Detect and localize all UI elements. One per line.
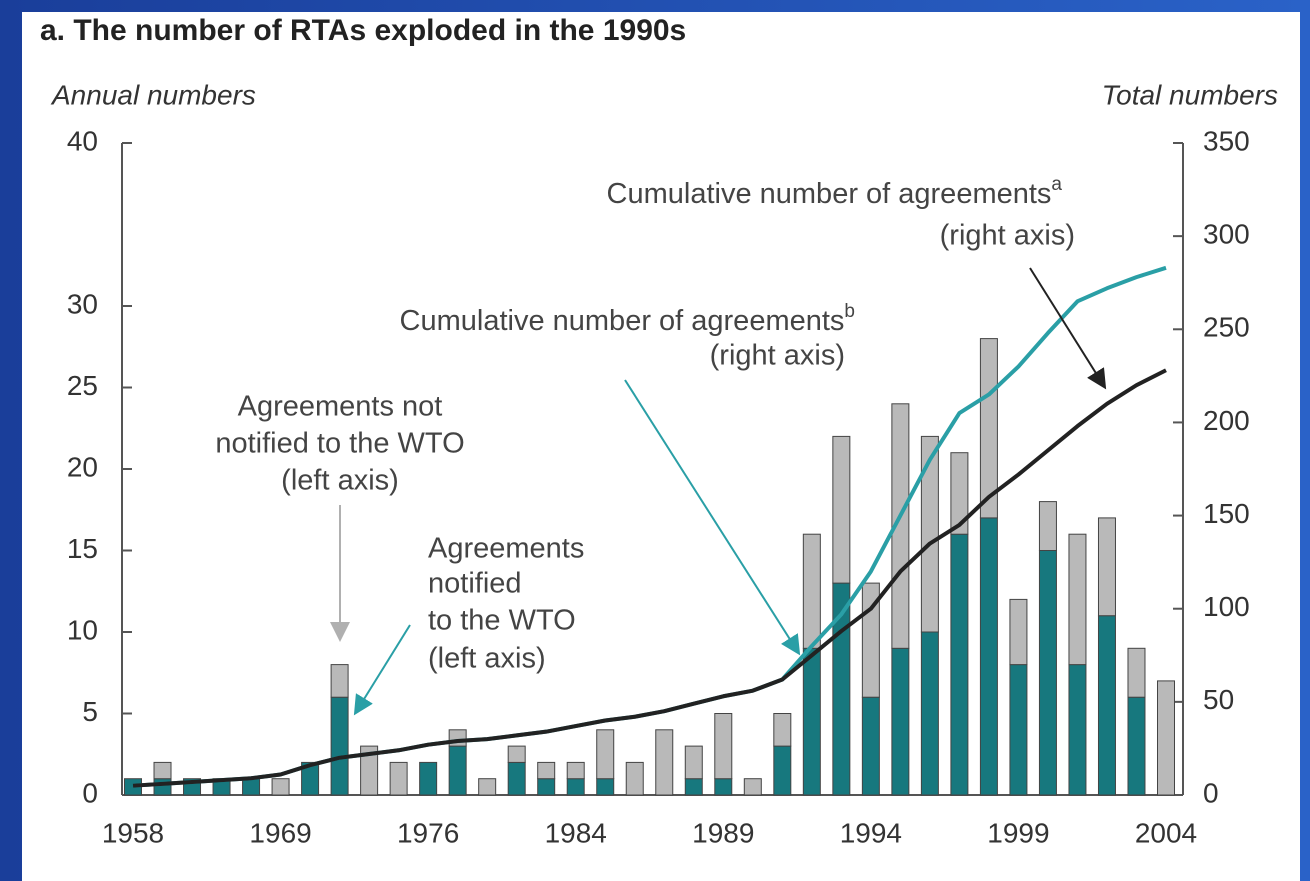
- bar-segment: [1127, 647, 1146, 698]
- bar-segment: [920, 631, 939, 796]
- annotation: (right axis): [940, 220, 1075, 252]
- bar-segment: [389, 761, 408, 796]
- bar-segment: [802, 533, 821, 649]
- bar-segment: [566, 778, 585, 796]
- bar-segment: [1009, 598, 1028, 666]
- arrow: [624, 379, 801, 656]
- annotation: notified: [428, 568, 522, 600]
- bar-segment: [360, 745, 379, 796]
- bar-segment: [1157, 680, 1175, 796]
- annotation: notified to the WTO: [215, 428, 464, 460]
- annotation-arrows: [330, 267, 1107, 716]
- bar-segment: [1127, 696, 1146, 796]
- bar-segment: [478, 778, 497, 796]
- y-tick-label: 25: [67, 370, 98, 401]
- bar-segment: [802, 647, 821, 796]
- bar-segment: [773, 713, 792, 747]
- x-tick-label: 1976: [397, 817, 459, 848]
- y2-tick-label: 0: [1203, 777, 1219, 808]
- bar-segment: [596, 778, 615, 796]
- x-tick-label: 2004: [1135, 817, 1197, 848]
- bar-segment: [566, 761, 585, 780]
- y-tick-label: 5: [82, 696, 98, 727]
- y-tick-label: 0: [82, 777, 98, 808]
- bar-segment: [537, 761, 556, 780]
- y2-tick-label: 100: [1203, 591, 1250, 622]
- bar-segment: [1068, 533, 1087, 666]
- bar-segment: [507, 761, 526, 796]
- bar-segment: [684, 745, 703, 780]
- bar-segment: [920, 435, 939, 633]
- bar-segment: [1038, 550, 1057, 796]
- bar-segment: [832, 435, 851, 584]
- bar-segment: [537, 778, 556, 796]
- bar-segment: [1097, 615, 1116, 796]
- y2-tick-label: 50: [1203, 684, 1234, 715]
- y-axis-label: Annual numbers: [50, 79, 256, 110]
- annotation: Cumulative number of agreementsb: [400, 301, 855, 337]
- x-tick-label: 1984: [545, 817, 607, 848]
- y2-tick-label: 200: [1203, 405, 1250, 436]
- bar-segment: [1097, 517, 1116, 617]
- bar-segment: [773, 745, 792, 796]
- bar-segment: [891, 403, 910, 649]
- bar-segment: [1038, 501, 1057, 552]
- bar-segment: [714, 778, 733, 796]
- bar-segment: [330, 696, 349, 796]
- bar-segment: [153, 778, 172, 796]
- x-tick-label: 1958: [102, 817, 164, 848]
- y-tick-label: 40: [67, 125, 98, 156]
- bar-segment: [301, 761, 320, 796]
- bar-segment: [743, 778, 762, 796]
- annotation: to the WTO: [428, 605, 576, 637]
- annotation: (left axis): [281, 465, 399, 497]
- plot: 0 5 10 15 20 25 30 40 0 50 100 150 200 250 300 350 1958 1…: [67, 125, 1250, 848]
- y-tick-label: 10: [67, 614, 98, 645]
- annotation: Agreements not: [238, 391, 443, 423]
- bar-segment: [596, 729, 615, 780]
- bar-segment: [153, 761, 172, 780]
- x-tick-label: 1989: [692, 817, 754, 848]
- bar-segment: [891, 647, 910, 796]
- annotation: (right axis): [710, 340, 845, 372]
- arrow: [1029, 267, 1107, 390]
- x-tick-label: 1999: [987, 817, 1049, 848]
- bar-segment: [419, 761, 438, 796]
- y-tick-label: 20: [67, 451, 98, 482]
- bar-segment: [655, 729, 674, 796]
- x-tick-label: 1969: [249, 817, 311, 848]
- y2-tick-label: 300: [1203, 219, 1250, 250]
- bar-segment: [1068, 664, 1087, 796]
- y-tick-label: 30: [67, 288, 98, 319]
- bar-segment: [979, 338, 998, 519]
- bar-segment: [507, 745, 526, 763]
- bar-segment: [1009, 664, 1028, 796]
- bar-segment: [625, 761, 644, 796]
- bar-segment: [684, 778, 703, 796]
- y2-axis-label: Total numbers: [1102, 79, 1278, 110]
- bar-segment: [242, 778, 261, 796]
- arrow: [353, 624, 411, 716]
- y2-tick-label: 350: [1203, 125, 1250, 156]
- bar-segment: [448, 745, 467, 796]
- bar-segment: [979, 517, 998, 796]
- bar-segment: [271, 778, 290, 796]
- bar-segment: [950, 452, 969, 535]
- chart-title: a. The number of RTAs exploded in the 19…: [40, 14, 686, 47]
- annotation: Cumulative number of agreementsa: [607, 174, 1063, 210]
- bar-segment: [714, 713, 733, 780]
- x-tick-label: 1994: [840, 817, 902, 848]
- bar-segment: [330, 664, 349, 698]
- bar-segment: [950, 533, 969, 796]
- line: [132, 368, 1167, 788]
- y2-tick-label: 250: [1203, 312, 1250, 343]
- y-tick-label: 15: [67, 533, 98, 564]
- annotation: (left axis): [428, 643, 546, 675]
- annotation: Agreements: [428, 533, 584, 565]
- bar-segment: [861, 696, 880, 796]
- y2-tick-label: 150: [1203, 498, 1250, 529]
